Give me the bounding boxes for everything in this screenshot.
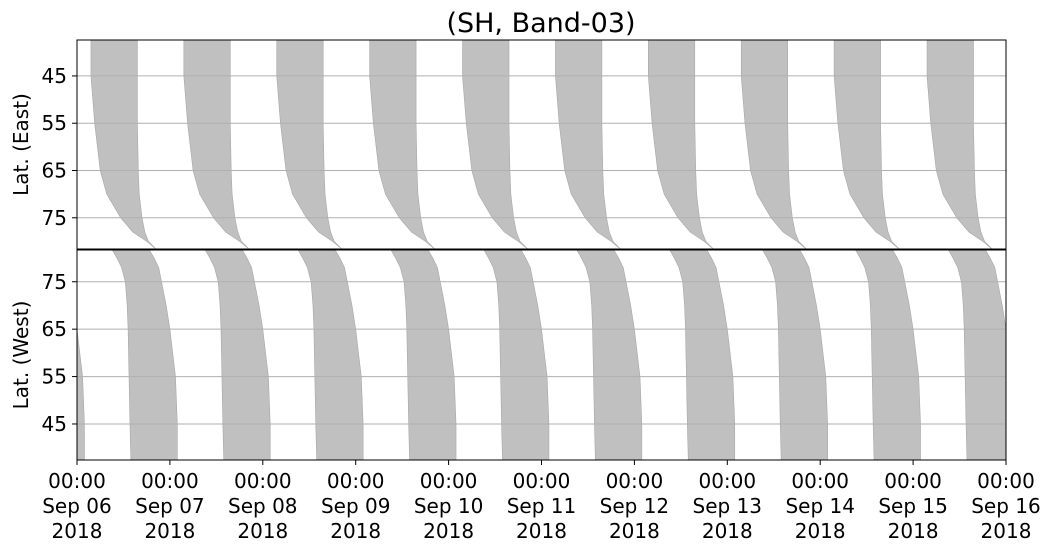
x-tick-label: 00:00 Sep 11 2018 (507, 469, 577, 543)
x-tick-label: 00:00 Sep 08 2018 (228, 469, 298, 543)
x-tick-label: 00:00 Sep 06 2018 (42, 469, 112, 543)
y-tick-label: 75 (42, 270, 67, 294)
y-axis-label: Lat. (East) (9, 93, 33, 196)
coverage-band (90, 40, 157, 249)
coverage-band (77, 327, 85, 460)
coverage-band (183, 40, 250, 249)
y-tick-label: 55 (42, 111, 67, 135)
bands (77, 250, 1006, 460)
y-tick-label: 65 (42, 317, 67, 341)
coverage-band (462, 40, 528, 249)
coverage-band (555, 40, 621, 249)
bands (90, 40, 993, 249)
y-axis-label: Lat. (West) (9, 301, 33, 410)
x-tick-label: 00:00 Sep 07 2018 (135, 469, 205, 543)
coverage-band (369, 40, 435, 249)
coverage-band (740, 40, 807, 249)
y-tick-label: 65 (42, 159, 67, 183)
x-tick-label: 00:00 Sep 12 2018 (600, 469, 670, 543)
x-tick-label: 00:00 Sep 10 2018 (414, 469, 484, 543)
x-tick-label: 00:00 Sep 14 2018 (785, 469, 855, 543)
y-tick-label: 55 (42, 365, 67, 389)
y-tick-label: 75 (42, 206, 67, 230)
x-tick-label: 00:00 Sep 15 2018 (878, 469, 948, 543)
coverage-band (648, 40, 714, 249)
chart-title: (SH, Band-03) (446, 8, 635, 39)
coverage-band (833, 40, 900, 249)
plot-frame (76, 39, 1007, 250)
y-tick-label: 45 (42, 64, 67, 88)
coverage-band (276, 40, 342, 249)
x-tick-label: 00:00 Sep 16 2018 (971, 469, 1041, 543)
y-tick-label: 45 (42, 412, 67, 436)
coverage-band (926, 40, 993, 249)
x-tick-label: 00:00 Sep 13 2018 (693, 469, 763, 543)
x-tick-label: 00:00 Sep 09 2018 (321, 469, 391, 543)
